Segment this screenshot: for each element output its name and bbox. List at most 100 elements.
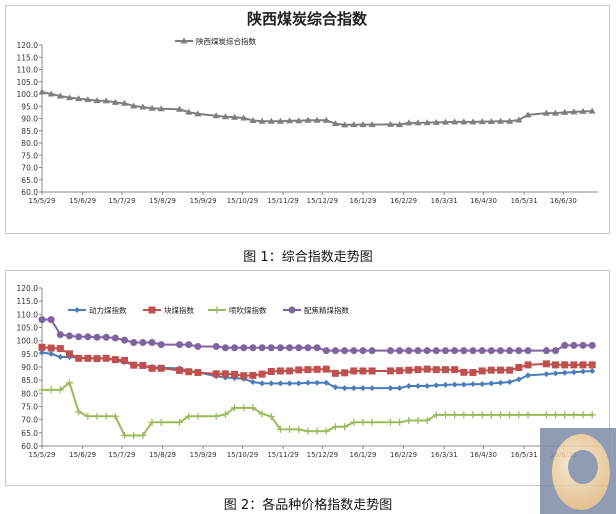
chart-title: 陕西煤炭综合指数 bbox=[247, 10, 368, 28]
x-tick-label: 15/7/29 bbox=[108, 197, 135, 205]
circle-marker bbox=[570, 341, 578, 349]
diamond-marker bbox=[369, 385, 376, 392]
triangle-marker bbox=[185, 108, 193, 115]
plus-marker bbox=[157, 418, 165, 426]
y-tick-label: 90.0 bbox=[21, 363, 38, 372]
triangle-marker bbox=[157, 105, 165, 112]
triangle-marker bbox=[322, 116, 330, 123]
square-marker bbox=[185, 368, 193, 376]
circle-marker bbox=[286, 344, 294, 352]
diamond-marker bbox=[304, 379, 311, 386]
plus-marker bbox=[295, 425, 303, 433]
square-marker bbox=[561, 361, 569, 369]
plus-marker bbox=[515, 411, 523, 419]
triangle-marker bbox=[524, 111, 532, 118]
plus-marker bbox=[276, 425, 284, 433]
square-marker bbox=[93, 355, 101, 363]
plus-marker bbox=[221, 410, 229, 418]
triangle-marker bbox=[441, 118, 449, 125]
diamond-marker bbox=[497, 379, 504, 386]
plus-marker bbox=[47, 386, 55, 394]
circle-marker bbox=[331, 347, 339, 355]
circle-marker bbox=[102, 333, 110, 341]
square-marker bbox=[322, 365, 330, 373]
plus-marker bbox=[350, 418, 358, 426]
plus-marker bbox=[185, 412, 193, 420]
square-marker bbox=[157, 364, 165, 372]
diamond-marker bbox=[268, 380, 275, 387]
square-marker bbox=[341, 369, 349, 377]
diamond-marker bbox=[74, 307, 80, 313]
circle-marker bbox=[38, 316, 46, 324]
plus-marker bbox=[212, 412, 220, 420]
x-tick-label: 16/4/30 bbox=[470, 451, 497, 459]
x-tick-label: 16/5/31 bbox=[511, 451, 538, 459]
square-marker bbox=[75, 354, 83, 362]
circle-marker bbox=[515, 347, 523, 355]
plus-marker bbox=[249, 404, 257, 412]
plus-marker bbox=[331, 423, 339, 431]
series-plus bbox=[38, 379, 596, 439]
square-marker bbox=[221, 370, 229, 378]
square-marker bbox=[84, 354, 92, 362]
diamond-marker bbox=[387, 385, 394, 392]
plus-marker bbox=[322, 427, 330, 435]
triangle-marker bbox=[542, 109, 550, 116]
triangle-marker bbox=[231, 113, 239, 120]
diamond-marker bbox=[414, 382, 421, 389]
plus-marker bbox=[441, 411, 449, 419]
triangle-marker bbox=[432, 118, 440, 125]
circle-marker bbox=[359, 347, 367, 355]
y-tick-label: 60.0 bbox=[21, 188, 38, 197]
plus-marker bbox=[469, 411, 477, 419]
plus-marker bbox=[405, 416, 413, 424]
circle-marker bbox=[148, 339, 156, 347]
circle-marker bbox=[579, 341, 587, 349]
plus-marker bbox=[414, 416, 422, 424]
circle-marker bbox=[194, 342, 202, 350]
square-marker bbox=[276, 367, 284, 375]
square-marker bbox=[396, 367, 404, 375]
square-marker bbox=[588, 361, 596, 369]
diamond-marker bbox=[433, 382, 440, 389]
y-tick-label: 110.0 bbox=[17, 310, 39, 319]
circle-marker bbox=[221, 344, 229, 352]
circle-marker bbox=[185, 341, 193, 349]
legend-label: 块煤指数 bbox=[164, 305, 194, 315]
triangle-marker bbox=[304, 116, 312, 123]
circle-marker bbox=[487, 347, 495, 355]
triangle-marker bbox=[506, 117, 514, 124]
square-marker bbox=[176, 366, 184, 374]
plus-marker bbox=[368, 418, 376, 426]
diamond-marker bbox=[48, 350, 55, 357]
triangle-marker bbox=[47, 90, 55, 97]
square-marker bbox=[497, 366, 504, 374]
x-tick-label: 15/9/29 bbox=[190, 451, 217, 459]
y-tick-label: 65.0 bbox=[21, 176, 38, 185]
y-tick-label: 115.0 bbox=[17, 297, 39, 306]
circle-marker bbox=[75, 333, 83, 341]
legend-label: 配焦精煤指数 bbox=[304, 305, 349, 315]
square-marker bbox=[240, 372, 248, 380]
circle-marker bbox=[341, 347, 349, 355]
circle-marker bbox=[542, 347, 550, 355]
figure1-caption: 图 1：综合指数走势图 bbox=[243, 250, 373, 265]
x-tick-label: 15/11/29 bbox=[267, 451, 298, 459]
y-tick-label: 85.0 bbox=[21, 376, 38, 385]
plus-marker bbox=[588, 411, 596, 419]
plus-marker bbox=[240, 404, 248, 412]
triangle-marker bbox=[75, 95, 83, 102]
triangle-marker bbox=[350, 121, 358, 128]
y-tick-label: 85.0 bbox=[21, 127, 38, 136]
square-marker bbox=[515, 364, 523, 372]
watermark-logo bbox=[540, 428, 616, 514]
plus-marker bbox=[176, 418, 184, 426]
circle-marker bbox=[588, 341, 596, 349]
y-tick-label: 100.0 bbox=[17, 337, 39, 346]
square-marker bbox=[469, 369, 477, 377]
y-tick-label: 75.0 bbox=[21, 403, 38, 412]
square-marker bbox=[56, 345, 64, 353]
circle-marker bbox=[414, 347, 422, 355]
square-marker bbox=[350, 367, 358, 375]
